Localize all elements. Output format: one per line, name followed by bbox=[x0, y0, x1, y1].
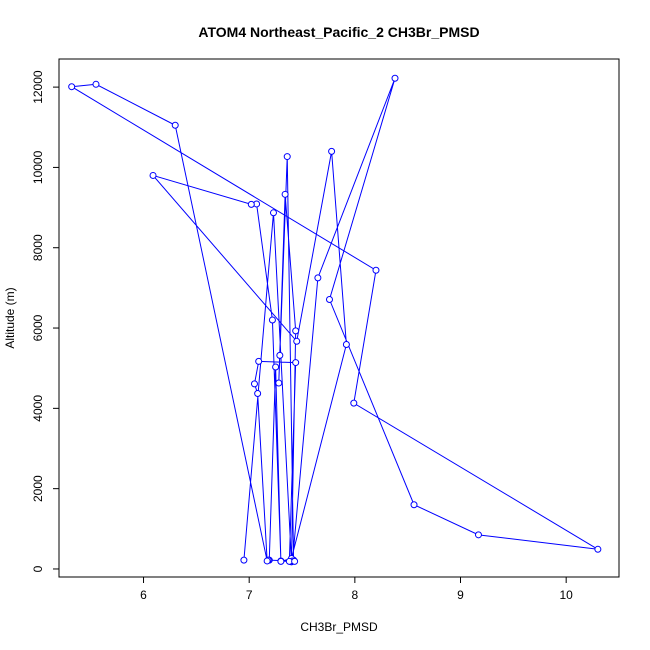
x-tick-label: 6 bbox=[140, 588, 147, 602]
y-axis-label: Altitude (m) bbox=[3, 287, 17, 348]
y-tick-label: 12000 bbox=[31, 70, 45, 104]
data-point bbox=[277, 557, 285, 565]
data-point bbox=[276, 351, 284, 359]
data-point bbox=[292, 327, 300, 335]
x-tick-label: 7 bbox=[246, 588, 253, 602]
data-point bbox=[272, 363, 280, 371]
data-point bbox=[342, 341, 350, 349]
data-point bbox=[594, 545, 602, 553]
data-point bbox=[263, 557, 271, 565]
y-tick-label: 0 bbox=[31, 565, 45, 572]
data-point bbox=[292, 359, 300, 367]
data-point bbox=[269, 209, 277, 217]
y-tick-label: 2000 bbox=[31, 475, 45, 502]
data-point bbox=[410, 501, 418, 509]
data-point bbox=[255, 357, 263, 365]
data-point bbox=[328, 147, 336, 155]
data-point bbox=[250, 380, 258, 388]
series-line bbox=[70, 78, 599, 563]
y-tick-label: 4000 bbox=[31, 395, 45, 422]
y-axis: 0 2000 4000 6000 8000 10000 12000 bbox=[31, 70, 60, 572]
data-point bbox=[474, 531, 482, 539]
data-point bbox=[254, 389, 262, 397]
data-point bbox=[283, 153, 291, 161]
data-point bbox=[350, 399, 358, 407]
data-point bbox=[268, 316, 276, 324]
x-tick-label: 8 bbox=[352, 588, 359, 602]
data-point bbox=[240, 556, 248, 564]
data-point bbox=[247, 200, 255, 208]
x-tick-label: 10 bbox=[559, 588, 573, 602]
data-point bbox=[171, 121, 179, 129]
data-point bbox=[293, 337, 301, 345]
data-point bbox=[325, 296, 333, 304]
chart-title: ATOM4 Northeast_Pacific_2 CH3Br_PMSD bbox=[198, 24, 479, 40]
y-tick-label: 6000 bbox=[31, 314, 45, 341]
data-point bbox=[391, 74, 399, 82]
data-point bbox=[68, 83, 76, 91]
data-point bbox=[291, 557, 299, 565]
y-tick-label: 10000 bbox=[31, 150, 45, 184]
x-tick-label: 9 bbox=[457, 588, 464, 602]
x-axis: 6 7 8 9 10 bbox=[140, 576, 573, 602]
data-point bbox=[92, 80, 100, 88]
series-points bbox=[68, 74, 602, 566]
y-tick-label: 8000 bbox=[31, 234, 45, 261]
data-point bbox=[281, 190, 289, 198]
x-axis-label: CH3Br_PMSD bbox=[300, 620, 378, 634]
data-point bbox=[372, 266, 380, 274]
data-point bbox=[314, 274, 322, 282]
data-point bbox=[149, 171, 157, 179]
data-point bbox=[275, 379, 283, 387]
